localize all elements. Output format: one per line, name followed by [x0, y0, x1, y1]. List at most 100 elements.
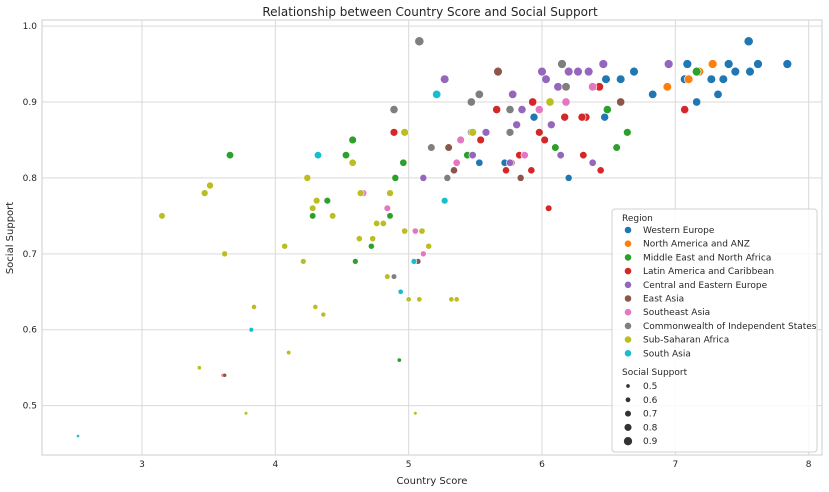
chart-title: Relationship between Country Score and S…	[262, 5, 598, 19]
data-point	[623, 128, 632, 137]
data-point	[561, 82, 571, 92]
data-point	[413, 411, 418, 416]
data-point	[579, 151, 588, 160]
data-point	[648, 89, 658, 99]
data-point	[452, 158, 461, 167]
data-point	[475, 158, 484, 167]
data-point	[577, 112, 587, 122]
size-legend-label: 0.9	[643, 437, 658, 447]
data-point	[682, 59, 693, 69]
legend-title: Region	[622, 214, 653, 224]
data-point	[389, 105, 399, 114]
y-axis-label: Social Support	[5, 202, 16, 274]
size-legend-marker	[624, 423, 632, 431]
data-point	[556, 151, 565, 160]
data-point	[425, 242, 433, 250]
legend-label: Western Europe	[643, 226, 715, 236]
y-tick-label: 1.0	[23, 22, 38, 32]
legend-label: Southeast Asia	[643, 308, 710, 318]
data-point	[560, 112, 569, 122]
legend-marker	[624, 239, 632, 248]
data-point	[440, 196, 449, 205]
data-point	[367, 242, 375, 250]
legend-label: South Asia	[643, 349, 691, 359]
data-point	[540, 135, 549, 145]
data-point	[348, 135, 357, 145]
legend: Region Western Europe North America and A…	[611, 208, 818, 453]
size-legend-label: 0.6	[643, 396, 658, 406]
data-point	[723, 59, 734, 69]
legend-marker	[624, 308, 632, 317]
data-point	[713, 89, 723, 99]
data-point	[505, 105, 515, 114]
y-tick-labels: 0.5 0.6 0.7 0.8 0.9 1.0	[23, 22, 38, 412]
data-point	[508, 89, 518, 99]
size-legend-label: 0.7	[643, 410, 657, 420]
data-point	[383, 204, 391, 212]
legend-marker	[624, 321, 632, 330]
data-point	[386, 212, 394, 220]
data-point	[309, 212, 317, 220]
data-point	[545, 204, 553, 212]
y-tick-label: 0.7	[23, 250, 37, 260]
x-tick-label: 7	[672, 460, 678, 470]
data-point	[547, 120, 556, 130]
data-point	[414, 36, 425, 47]
data-point	[450, 166, 458, 175]
data-point	[680, 105, 690, 114]
data-point	[386, 189, 394, 197]
data-point	[520, 151, 529, 160]
data-point	[528, 97, 538, 107]
data-point	[534, 105, 544, 114]
legend-size-entries: 0.5 0.6 0.7 0.8 0.9	[623, 382, 658, 447]
data-point	[352, 258, 359, 265]
data-point	[505, 128, 515, 137]
data-point	[444, 143, 453, 152]
x-tick-label: 6	[539, 460, 545, 470]
data-point	[706, 74, 716, 84]
data-point	[468, 128, 477, 137]
size-legend-label: 0.5	[643, 382, 657, 392]
data-point	[453, 296, 460, 303]
data-point	[588, 82, 598, 92]
data-point	[248, 327, 255, 333]
data-point	[730, 66, 741, 77]
legend-marker	[624, 253, 632, 262]
legend-marker	[624, 349, 632, 358]
data-point	[564, 174, 573, 182]
legend-marker	[624, 294, 632, 303]
data-point	[396, 357, 402, 363]
data-point	[410, 258, 418, 265]
data-point	[420, 250, 427, 258]
data-point	[537, 66, 547, 77]
data-point	[476, 135, 485, 145]
x-tick-labels: 3 4 5 6 7 8	[139, 460, 812, 470]
data-point	[545, 97, 555, 107]
legend-marker	[624, 226, 632, 234]
data-point	[529, 112, 539, 122]
size-legend-marker	[625, 397, 631, 403]
data-point	[596, 166, 605, 175]
data-point	[401, 227, 409, 235]
data-point	[348, 158, 357, 167]
data-point	[563, 66, 574, 77]
data-point	[535, 128, 544, 137]
data-point	[397, 288, 404, 295]
data-point	[355, 235, 363, 243]
data-point	[251, 304, 257, 310]
data-point	[707, 59, 718, 69]
x-tick-label: 8	[806, 460, 812, 470]
size-legend-marker	[625, 410, 631, 417]
data-point	[692, 97, 702, 107]
data-point	[405, 296, 412, 303]
data-point	[300, 258, 307, 265]
x-tick-label: 5	[406, 460, 412, 470]
data-point	[553, 82, 563, 92]
data-point	[373, 219, 381, 227]
x-tick-label: 3	[139, 460, 145, 470]
data-point	[481, 128, 491, 137]
data-point	[588, 158, 597, 167]
data-point	[600, 112, 609, 122]
data-point	[468, 151, 477, 160]
